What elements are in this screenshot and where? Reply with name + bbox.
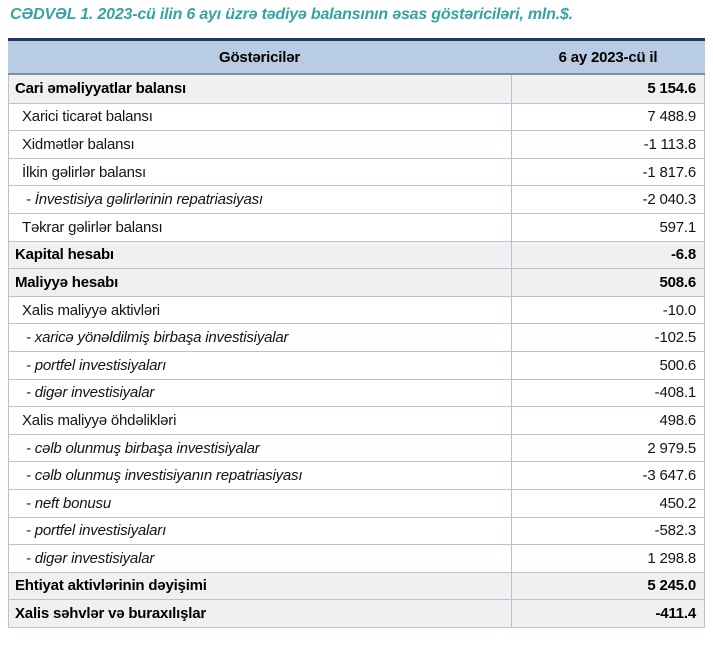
table-row: Xarici ticarət balansı 7 488.9	[9, 102, 704, 131]
row-label: Xalis maliyyə aktivləri	[22, 301, 160, 319]
row-label: - digər investisiyalar	[26, 384, 155, 402]
row-label: - cəlb olunmuş birbaşa investisiyalar	[26, 439, 260, 457]
row-value: -2 040.3	[511, 186, 704, 213]
row-label: - xaricə yönəldilmiş birbaşa investisiya…	[26, 329, 289, 347]
column-header-period: 6 ay 2023-cü il	[558, 48, 658, 66]
table-header-row: Göstəricilər 6 ay 2023-cü il	[8, 41, 705, 75]
table-row: - portfel investisiyaları 500.6	[9, 350, 704, 379]
row-value: -1 113.8	[511, 131, 704, 158]
row-value: 1 298.8	[511, 545, 704, 572]
balance-of-payments-table: Göstəricilər 6 ay 2023-cü il Cari əməliy…	[8, 38, 705, 628]
row-value: 498.6	[511, 407, 704, 434]
row-label: - İnvestisiya gəlirlərinin repatriasiyas…	[26, 191, 263, 209]
row-value: -6.8	[511, 241, 704, 269]
row-label: Ehtiyat aktivlərinin dəyişimi	[15, 577, 207, 595]
row-label: Təkrar gəlirlər balansı	[22, 218, 163, 236]
row-label: - digər investisiyalar	[26, 549, 155, 567]
row-value: 597.1	[511, 213, 704, 241]
row-label: Xarici ticarət balansı	[22, 108, 153, 126]
row-label: - cəlb olunmuş investisiyanın repatriasi…	[26, 467, 303, 485]
table-row: Cari əməliyyatlar balansı 5 154.6	[9, 75, 704, 103]
table-caption: CƏDVƏL 1. 2023-cü ilin 6 ayı üzrə tədiyə…	[10, 6, 573, 23]
table-row: Xalis maliyyə aktivləri -10.0	[9, 295, 704, 324]
table-row: - neft bonusu 450.2	[9, 488, 704, 517]
table-row: Təkrar gəlirlər balansı 597.1	[9, 212, 704, 241]
row-label: Kapital hesabı	[15, 246, 114, 264]
table-row: Xalis maliyyə öhdəlikləri 498.6	[9, 406, 704, 434]
table-row: - portfel investisiyaları -582.3	[9, 516, 704, 545]
row-value: 508.6	[511, 269, 704, 296]
row-label: İlkin gəlirlər balansı	[22, 163, 146, 181]
table-row: Xalis səhvlər və buraxılışlar -411.4	[9, 599, 704, 627]
row-label: Maliyyə hesabı	[15, 273, 119, 291]
row-value: -1 817.6	[511, 158, 704, 186]
table-row: Xidmətlər balansı -1 113.8	[9, 130, 704, 158]
row-value: 7 488.9	[511, 103, 704, 131]
table-row: - cəlb olunmuş investisiyanın repatriasi…	[9, 461, 704, 489]
row-value: 2 979.5	[511, 434, 704, 462]
row-label: Cari əməliyyatlar balansı	[15, 80, 186, 98]
row-label: - portfel investisiyaları	[26, 522, 167, 540]
row-value: -408.1	[511, 379, 704, 407]
row-value: 5 154.6	[511, 75, 704, 103]
row-value: -3 647.6	[511, 462, 704, 489]
row-value: 450.2	[511, 489, 704, 517]
table-body: Cari əməliyyatlar balansı 5 154.6 Xarici t…	[8, 75, 705, 628]
row-label: Xidmətlər balansı	[22, 135, 135, 153]
row-value: -582.3	[511, 517, 704, 545]
row-label: Xalis səhvlər və buraxılışlar	[15, 605, 206, 623]
row-value: -411.4	[511, 600, 704, 627]
row-value: 5 245.0	[511, 572, 704, 600]
table-row: Kapital hesabı -6.8	[9, 240, 704, 269]
table-row: İlkin gəlirlər balansı -1 817.6	[9, 157, 704, 186]
row-value: 500.6	[511, 351, 704, 379]
table-row: - digər investisiyalar -408.1	[9, 378, 704, 407]
table-row: - cəlb olunmuş birbaşa investisiyalar 2 9…	[9, 433, 704, 462]
table-row: Ehtiyat aktivlərinin dəyişimi 5 245.0	[9, 571, 704, 600]
row-value: -102.5	[511, 324, 704, 351]
table-row: Maliyyə hesabı 508.6	[9, 268, 704, 296]
table-row: - İnvestisiya gəlirlərinin repatriasiyas…	[9, 185, 704, 213]
column-header-indicators: Göstəricilər	[219, 48, 300, 66]
table-row: - digər investisiyalar 1 298.8	[9, 544, 704, 572]
table-row: - xaricə yönəldilmiş birbaşa investisiya…	[9, 323, 704, 351]
row-label: Xalis maliyyə öhdəlikləri	[22, 411, 177, 429]
row-label: - portfel investisiyaları	[26, 356, 167, 374]
row-value: -10.0	[511, 296, 704, 324]
row-label: - neft bonusu	[26, 494, 111, 512]
